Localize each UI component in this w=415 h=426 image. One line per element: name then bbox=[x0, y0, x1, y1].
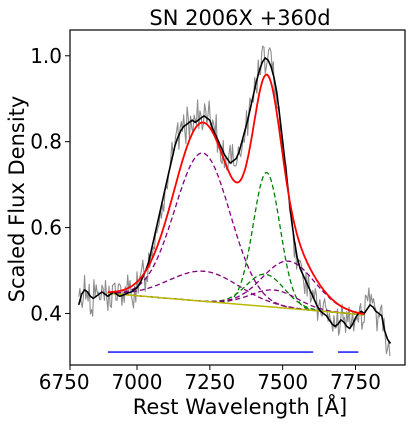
y-tick-label: 1.0 bbox=[30, 44, 62, 68]
x-tick-label: 7000 bbox=[112, 370, 163, 394]
total-fit-line bbox=[107, 73, 365, 315]
x-tick-label: 7750 bbox=[330, 370, 381, 394]
x-tick-label: 7500 bbox=[257, 370, 308, 394]
y-tick-label: 0.8 bbox=[30, 130, 62, 154]
axis-ticks: 6750 7000 7250 7500 7750 0.4 0.6 0.8 1.0 bbox=[30, 44, 381, 394]
chart-title: SN 2006X +360d bbox=[149, 6, 330, 30]
raw-spectrum-line bbox=[78, 45, 391, 356]
y-tick-label: 0.4 bbox=[30, 301, 62, 325]
gaussian-component-1 bbox=[107, 152, 365, 316]
x-axis-label: Rest Wavelength [Å] bbox=[133, 393, 347, 419]
smoothed-spectrum-line bbox=[77, 57, 392, 344]
x-tick-label: 7250 bbox=[184, 370, 235, 394]
x-tick-label: 6750 bbox=[39, 370, 90, 394]
plot-area bbox=[77, 45, 392, 356]
axes-frame bbox=[69, 29, 406, 366]
y-axis-label: Scaled Flux Density bbox=[5, 96, 29, 303]
y-tick-label: 0.6 bbox=[30, 216, 62, 240]
